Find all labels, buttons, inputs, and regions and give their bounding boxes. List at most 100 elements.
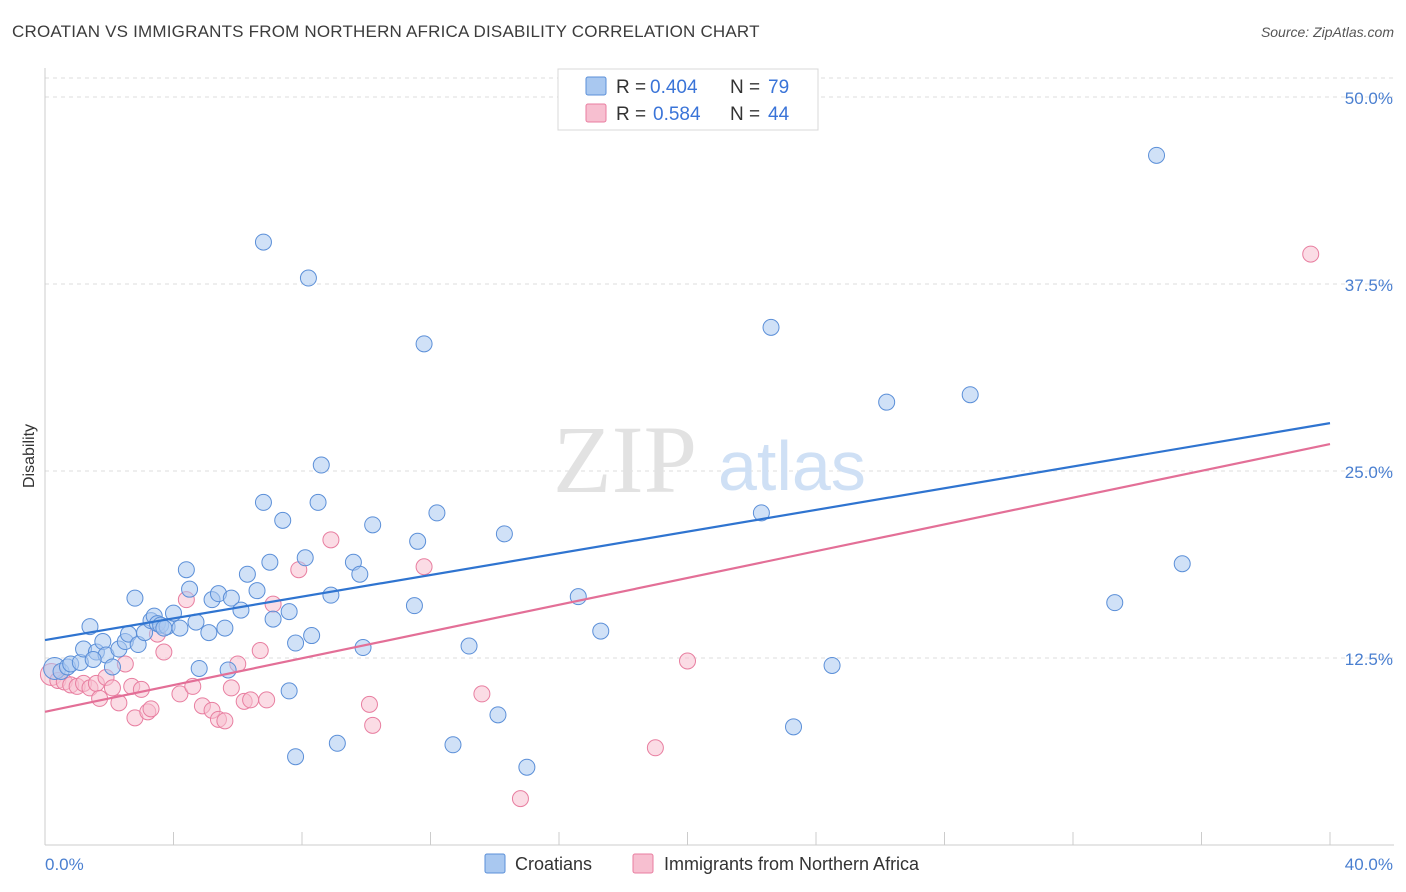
immigrants-point — [222, 679, 240, 697]
croatians-point — [216, 619, 234, 637]
croatians-point — [762, 318, 780, 336]
immigrants-point — [216, 712, 234, 730]
x-tick-label: 40.0% — [1345, 855, 1393, 874]
croatians-point — [261, 553, 279, 571]
immigrants-point — [511, 790, 529, 808]
immigrants-point — [110, 694, 128, 712]
y-tick-label: 25.0% — [1345, 463, 1393, 482]
legend-r-value-croatians: 0.404 — [650, 77, 698, 98]
croatians-point — [460, 637, 478, 655]
croatians-point — [312, 456, 330, 474]
series-immigrants-points — [39, 245, 1320, 808]
croatians-point — [444, 736, 462, 754]
immigrants-point — [171, 685, 189, 703]
croatians-point — [785, 718, 803, 736]
croatians-point — [328, 734, 346, 752]
immigrants-trend-line — [44, 442, 1331, 713]
croatians-point — [489, 706, 507, 724]
croatians-point — [518, 758, 536, 776]
croatians-point — [961, 386, 979, 404]
croatians-point — [299, 269, 317, 287]
immigrants-point — [132, 680, 150, 698]
croatians-point — [274, 511, 292, 529]
croatians-point — [280, 682, 298, 700]
croatians-trend-line — [44, 422, 1331, 642]
croatians-point — [415, 335, 433, 353]
immigrants-point — [155, 643, 173, 661]
croatians-point — [1173, 555, 1191, 573]
croatians-point — [232, 601, 250, 619]
bottom-legend-swatch-immigrants — [632, 853, 654, 874]
croatians-point — [428, 504, 446, 522]
croatians-point — [1148, 146, 1166, 164]
legend-r-label: R = — [616, 77, 646, 98]
immigrants-point — [473, 685, 491, 703]
legend-n-value-immigrants: 44 — [768, 104, 790, 125]
croatians-point — [405, 597, 423, 615]
croatians-point — [181, 580, 199, 598]
croatians-point — [322, 586, 340, 604]
croatians-point — [592, 622, 610, 640]
immigrants-point — [679, 652, 696, 670]
croatians-point — [351, 565, 369, 583]
croatians-point — [222, 589, 240, 607]
croatians-point — [238, 565, 256, 583]
y-tick-label: 50.0% — [1345, 89, 1393, 108]
trend-lines — [44, 422, 1331, 713]
bottom-legend-swatch-croatians — [484, 853, 506, 874]
croatians-point — [254, 233, 272, 251]
bottom-legend-immigrants: Immigrants from Northern Africa — [664, 854, 920, 874]
legend-swatch-croatians — [585, 76, 607, 96]
y-axis-label: Disability — [21, 424, 38, 488]
source-credit: Source: ZipAtlas.com — [1260, 24, 1394, 40]
immigrants-point — [415, 558, 433, 576]
croatians-point — [81, 618, 99, 636]
immigrants-point — [364, 716, 382, 734]
legend-n-value-croatians: 79 — [768, 77, 789, 98]
croatians-point — [309, 493, 327, 511]
legend-swatch-immigrants — [585, 103, 607, 123]
series-croatians-points — [43, 146, 1191, 776]
croatians-point — [495, 525, 513, 543]
croatians-point — [280, 603, 298, 621]
chart-title: CROATIAN VS IMMIGRANTS FROM NORTHERN AFR… — [12, 22, 760, 41]
legend-box: R = 0.404 N = 79 R = 0.584 N = 44 — [557, 68, 819, 131]
immigrants-point — [264, 595, 282, 613]
croatians-point — [287, 634, 305, 652]
immigrants-point — [360, 695, 378, 713]
immigrants-point — [1302, 245, 1320, 263]
croatians-point — [248, 582, 266, 600]
legend-r-label: R = — [616, 104, 646, 125]
immigrants-point — [322, 531, 340, 549]
x-tick-labels: 0.0% 40.0% — [45, 855, 1393, 874]
y-tick-labels: 12.5% 25.0% 37.5% 50.0% — [1345, 89, 1393, 669]
immigrants-point — [242, 691, 260, 709]
croatians-point — [296, 549, 314, 567]
croatians-point — [103, 658, 121, 676]
croatians-point — [171, 619, 189, 637]
immigrants-point — [646, 739, 664, 757]
legend-n-label: N = — [730, 104, 760, 125]
bottom-legend: Croatians Immigrants from Northern Afric… — [484, 853, 920, 874]
croatians-point — [287, 748, 305, 766]
croatians-point — [752, 504, 770, 522]
immigrants-point — [251, 642, 269, 660]
croatians-point — [1106, 594, 1124, 612]
watermark-atlas: atlas — [718, 427, 866, 505]
immigrants-point — [142, 700, 160, 718]
legend-n-label: N = — [730, 77, 760, 98]
immigrants-point — [258, 691, 276, 709]
croatians-point — [264, 610, 282, 628]
y-tick-label: 12.5% — [1345, 650, 1393, 669]
axes — [44, 68, 1394, 846]
croatians-point — [200, 624, 218, 642]
croatians-point — [303, 627, 321, 645]
y-tick-label: 37.5% — [1345, 276, 1393, 295]
bottom-legend-croatians: Croatians — [515, 854, 592, 874]
croatians-point — [84, 650, 102, 668]
croatians-point — [177, 561, 195, 579]
croatians-point — [409, 532, 427, 550]
croatians-point — [126, 589, 144, 607]
legend-r-value-immigrants: 0.584 — [653, 104, 701, 125]
